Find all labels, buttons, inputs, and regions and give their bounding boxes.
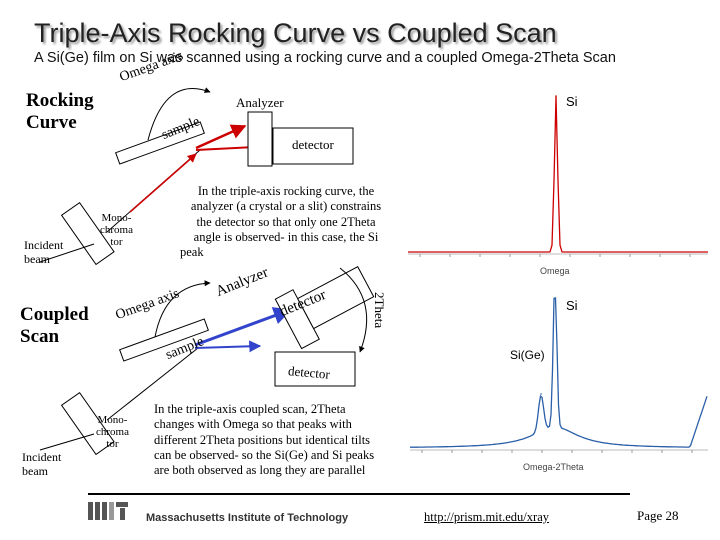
rocking-curve-chart <box>408 95 708 257</box>
rocking-curve-heading-line2: Curve <box>26 112 77 133</box>
omega-rotation-arc-bottom <box>154 280 211 338</box>
page-subtitle: A Si(Ge) film on Si was scanned using a … <box>34 50 616 66</box>
bottom-chart-series-line <box>410 297 708 448</box>
monochromator-line3-top: tor <box>110 236 123 248</box>
coupled-scan-chart <box>410 297 708 453</box>
incident-beam-line1-bottom: Incident <box>22 450 62 464</box>
coupled-scan-heading-line2: Scan <box>20 326 60 347</box>
incident-beam-line1-top: Incident <box>24 238 64 252</box>
diffracted-beam-top <box>195 124 247 150</box>
diffracted-beam-bottom-2 <box>194 340 262 353</box>
monochromator-box-top <box>60 201 115 266</box>
detector-box-bottom <box>296 265 375 330</box>
diffracted-beam-bottom <box>194 307 292 347</box>
incident-beam-line-bottom <box>106 347 199 421</box>
sample-crystal-top <box>115 121 205 165</box>
page-number: Page 28 <box>637 508 679 523</box>
bottom-chart-xlabel: Omega-2Theta <box>523 462 584 472</box>
top-chart-series-line <box>408 95 708 253</box>
source-beam-bottom <box>39 433 95 451</box>
bottom-chart-peak-si <box>554 297 556 299</box>
top-chart-peak-si <box>555 95 557 97</box>
coupled-note-line: different 2Theta positions but identical… <box>154 432 371 447</box>
detector-label-top: detector <box>292 137 334 152</box>
bottom-chart-peak-label-sige: Si(Ge) <box>510 348 545 362</box>
incident-beam-line2-top: beam <box>24 252 50 266</box>
coupled-scan-heading: Coupled Scan <box>20 304 89 348</box>
coupled-note-line: can be observed- so the Si(Ge) and Si pe… <box>154 447 375 462</box>
bottom-chart-peak-sige <box>540 393 542 395</box>
bottom-chart-peak-label-si: Si <box>566 298 578 313</box>
xray-url-link[interactable]: http://prism.mit.edu/xray <box>424 510 549 524</box>
coupled-note-line: are both observed as long they are paral… <box>154 463 366 478</box>
omega-rotation-arc-top <box>147 87 211 141</box>
incident-beam-label-bottom: Incident beam <box>22 450 61 478</box>
monochromator-line1-top: Mono- <box>101 212 132 224</box>
top-chart-xlabel: Omega <box>540 266 570 276</box>
sample-crystal-bottom <box>119 318 209 362</box>
analyzer-box-top <box>247 111 273 167</box>
rocking-note-line: angle is observed- in this case, the Si <box>193 229 379 244</box>
two-theta-arc <box>339 267 368 353</box>
page-title: Triple-Axis Rocking Curve vs Coupled Sca… <box>34 18 557 48</box>
coupled-scan-heading-line1: Coupled <box>20 304 89 325</box>
incident-beam-line2-bottom: beam <box>22 464 48 478</box>
mit-logo <box>88 502 128 520</box>
monochromator-line1-bottom: Mono- <box>97 414 128 426</box>
monochromator-line3-bottom: tor <box>106 438 119 450</box>
monochromator-line2-top: chroma <box>100 224 133 236</box>
detector-plate-bottom <box>274 351 356 387</box>
rocking-note-line: analyzer (a crystal or a slit) constrain… <box>190 199 382 214</box>
incident-beam-label-top: Incident beam <box>24 238 63 266</box>
incident-beam-arrow-top <box>129 153 197 213</box>
monochromator-label-bottom: Mono- chroma tor <box>96 414 129 450</box>
rocking-curve-heading-line1: Rocking <box>26 90 94 111</box>
monochromator-box-bottom <box>60 391 115 456</box>
rocking-note-line: the detector so that only one 2Theta <box>196 214 376 229</box>
rocking-note-line: peak <box>180 245 204 260</box>
coupled-scan-note: In the triple-axis coupled scan, 2Theta … <box>154 402 408 478</box>
monochromator-label-top: Mono- chroma tor <box>100 212 133 248</box>
two-theta-label: 2Theta <box>372 292 387 329</box>
rocking-note-line: In the triple-axis rocking curve, the <box>197 184 375 198</box>
coupled-note-line: changes with Omega so that peaks with <box>154 417 352 432</box>
detector-box-top <box>272 127 354 165</box>
analyzer-label-top: Analyzer <box>236 95 284 110</box>
rocking-curve-heading: Rocking Curve <box>26 90 94 134</box>
rocking-curve-note: In the triple-axis rocking curve, the an… <box>172 184 400 260</box>
top-chart-peak-label: Si <box>566 94 578 109</box>
source-beam-top <box>39 243 95 263</box>
coupled-note-line: In the triple-axis coupled scan, 2Theta <box>154 402 346 416</box>
monochromator-line2-bottom: chroma <box>96 426 129 438</box>
institution-name: Massachusetts Institute of Technology <box>146 512 349 524</box>
